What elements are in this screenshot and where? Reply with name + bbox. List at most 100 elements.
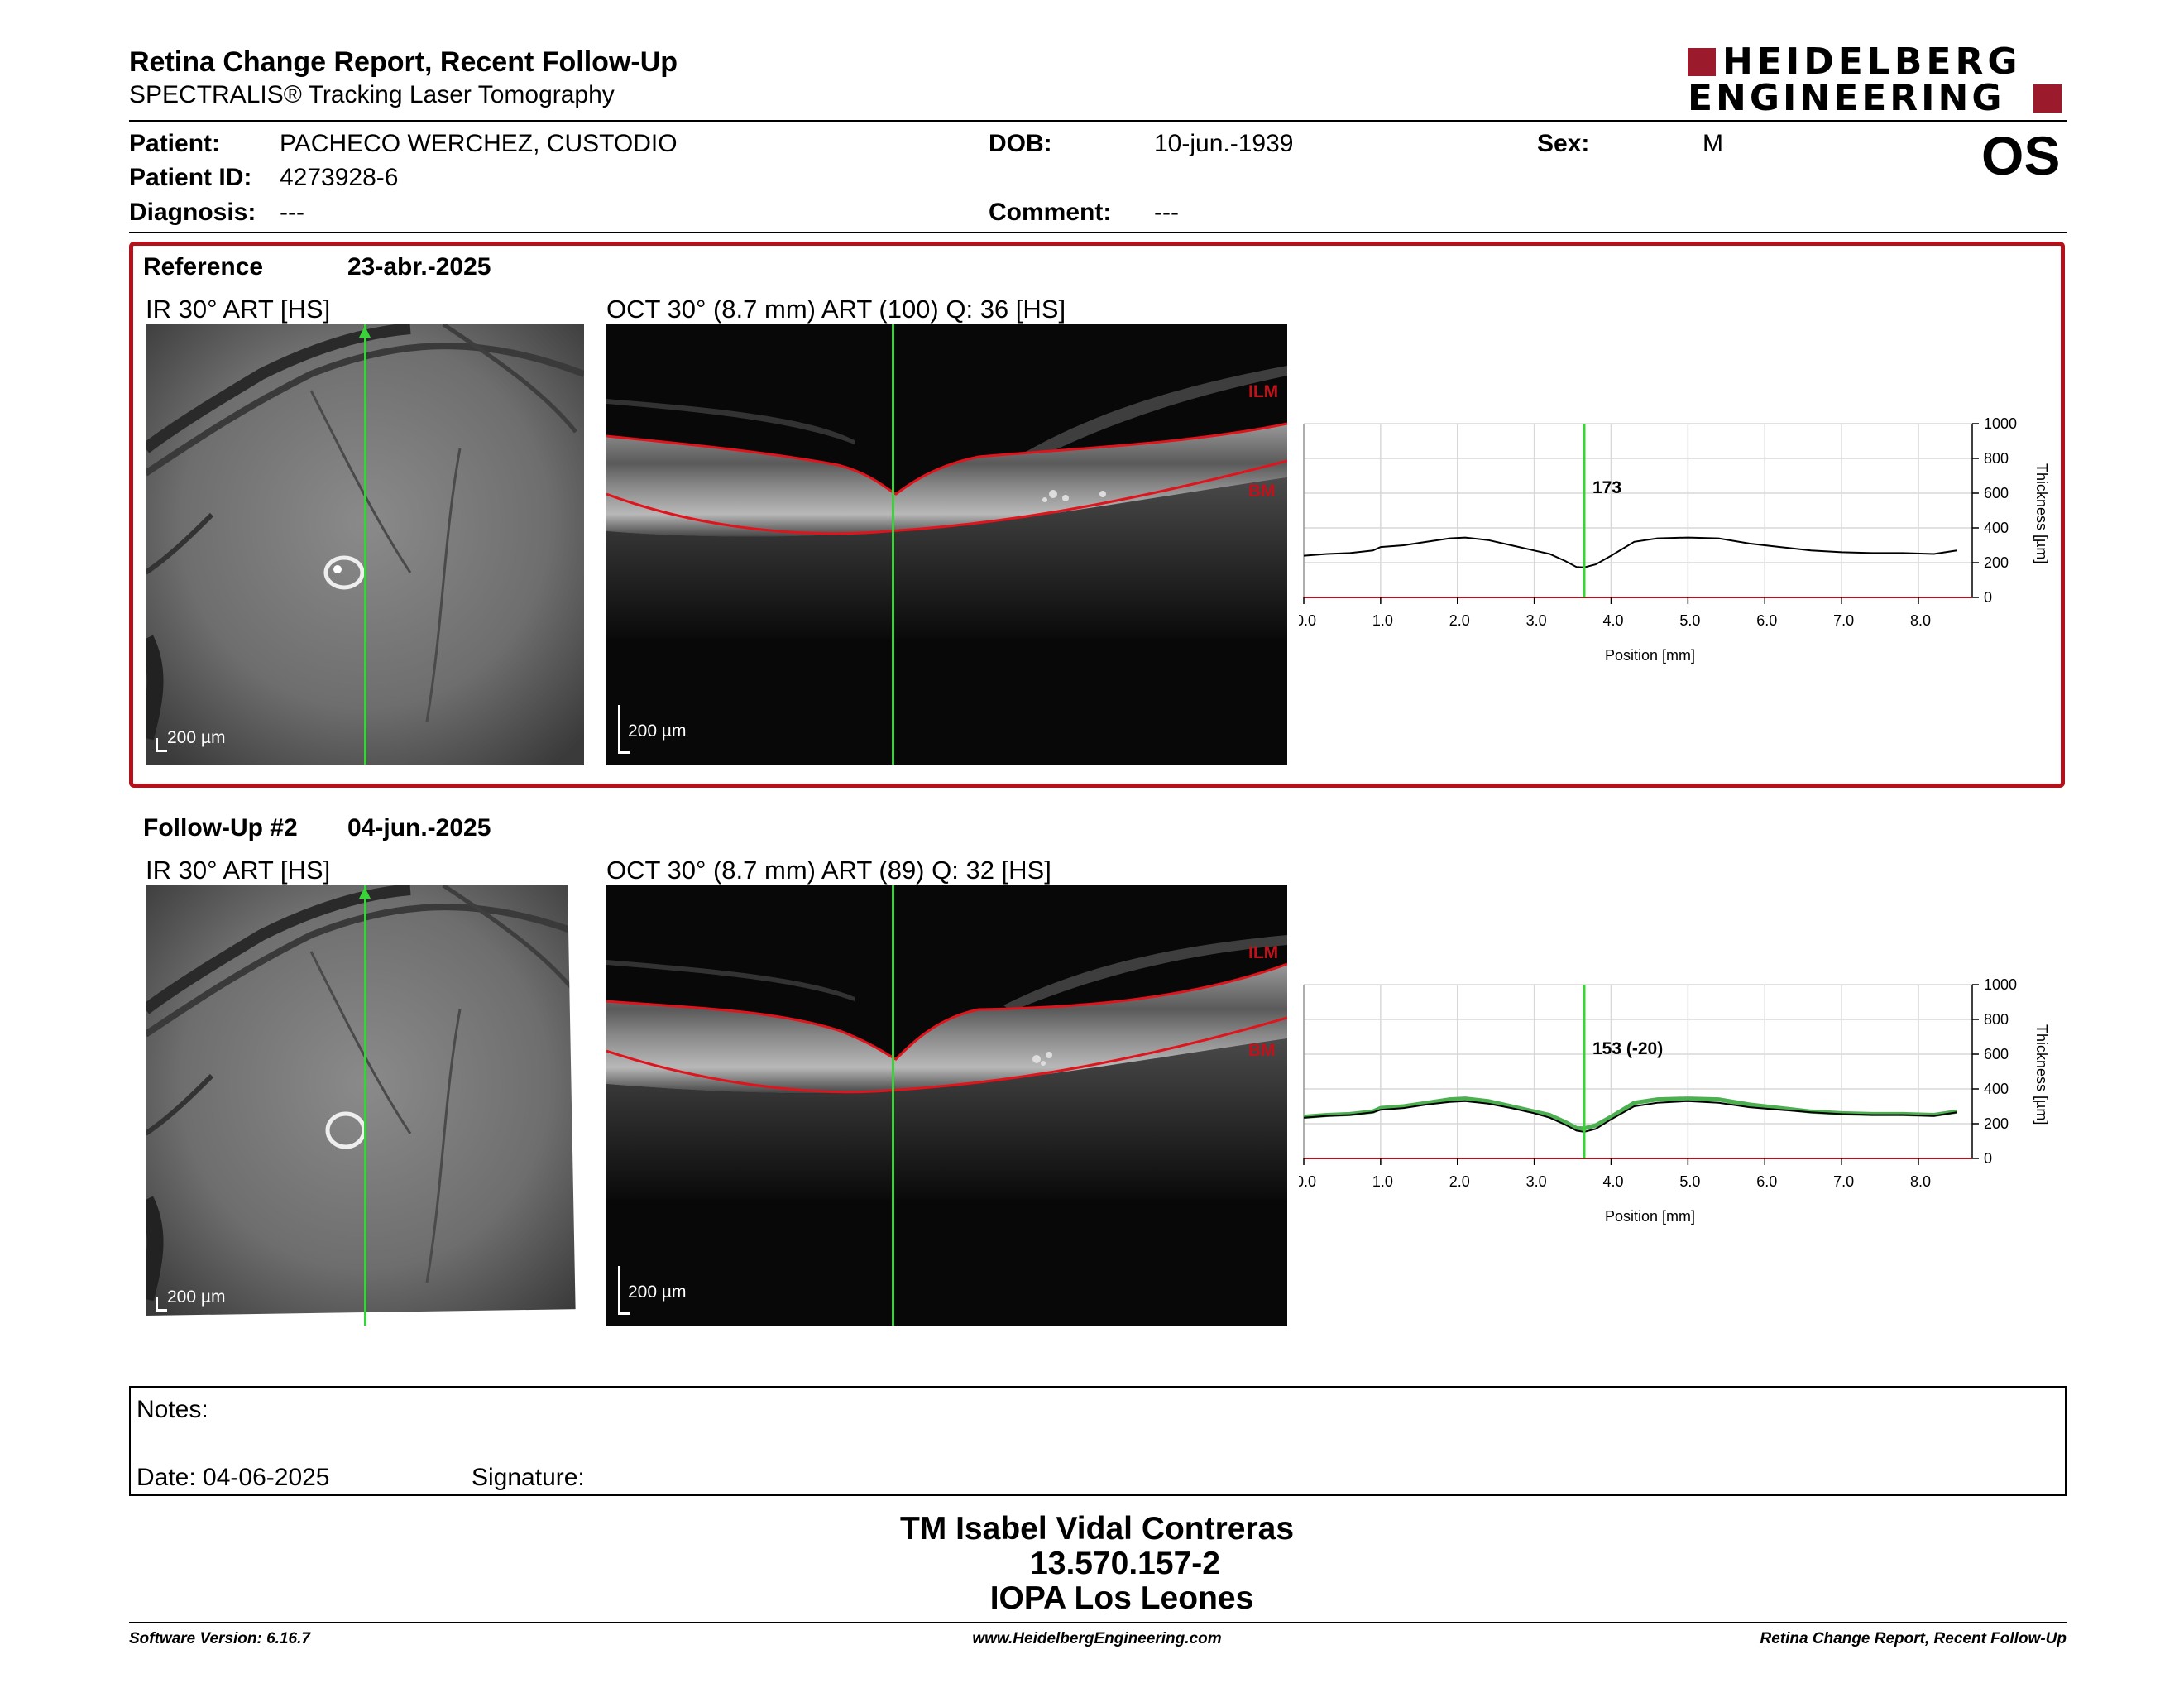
- reference-date: 23-abr.-2025: [347, 253, 491, 281]
- scalebar-label: 200 µm: [167, 1288, 226, 1307]
- logo-engineering-text: ENGINEERING: [1688, 77, 2005, 119]
- sex-label: Sex:: [1537, 130, 1590, 157]
- stamp-id: 13.570.157-2: [1030, 1546, 1220, 1581]
- followup-date: 04-jun.-2025: [347, 814, 491, 842]
- reference-ir-caption: IR 30° ART [HS]: [146, 295, 331, 324]
- y-axis-label: Thickness [µm]: [2033, 1024, 2050, 1125]
- notes-date: Date: 04-06-2025: [136, 1464, 330, 1491]
- x-tick-label: 3.0: [1526, 1173, 1547, 1190]
- followup-ir-image[interactable]: 200 µm: [146, 885, 584, 1326]
- reference-thickness-chart: 0 200 400 600 800 1000 0.0 1.0 2.0 3.0 4.0 5.0 6.0 7.…: [1299, 415, 2050, 664]
- diagnosis-label: Diagnosis:: [129, 199, 256, 226]
- followup-ir-caption: IR 30° ART [HS]: [146, 856, 331, 885]
- scan-line: [364, 324, 366, 765]
- y-tick-label: 400: [1984, 520, 2009, 536]
- sex-value: M: [1703, 130, 1723, 157]
- followup-oct-caption: OCT 30° (8.7 mm) ART (89) Q: 32 [HS]: [606, 856, 1051, 885]
- followup-label: Follow-Up #2: [143, 814, 298, 842]
- y-tick-label: 800: [1984, 450, 2009, 467]
- x-tick-label: 8.0: [1910, 612, 1931, 629]
- dob-label: DOB:: [989, 130, 1052, 157]
- patient-id-label: Patient ID:: [129, 164, 252, 191]
- x-axis-label: Position [mm]: [1605, 647, 1695, 664]
- signature-label: Signature:: [472, 1464, 585, 1491]
- header-divider: [129, 120, 2067, 122]
- scan-direction-arrow-icon: [359, 326, 371, 338]
- x-tick-label: 5.0: [1679, 1173, 1700, 1190]
- scan-position-line: [892, 885, 894, 1326]
- ilm-label: ILM: [1248, 382, 1279, 401]
- y-tick-label: 600: [1984, 485, 2009, 501]
- patient-name: PACHECO WERCHEZ, CUSTODIO: [280, 130, 678, 157]
- reference-frame: [129, 242, 2065, 788]
- x-tick-label: 4.0: [1602, 612, 1623, 629]
- footer-website-link[interactable]: www.HeidelbergEngineering.com: [972, 1630, 1222, 1647]
- logo-square-bottom: [2033, 84, 2062, 113]
- notes-label: Notes:: [136, 1396, 208, 1423]
- scalebar-label: 200 µm: [628, 722, 687, 741]
- scan-direction-arrow-icon: [359, 887, 371, 899]
- y-tick-label: 1000: [1984, 976, 2017, 993]
- y-tick-label: 200: [1984, 554, 2009, 571]
- patient-divider: [129, 232, 2067, 233]
- diagnosis-value: ---: [280, 199, 304, 226]
- oct-bscan-illustration: [606, 324, 1287, 765]
- stamp-name: TM Isabel Vidal Contreras: [899, 1511, 1295, 1547]
- thickness-annotation: 173: [1592, 478, 1621, 497]
- eye-indicator: OS: [1981, 125, 2061, 186]
- x-tick-label: 2.0: [1449, 612, 1470, 629]
- footer-software-version: Software Version: 6.16.7: [129, 1630, 310, 1647]
- logo-square-top: [1688, 48, 1716, 76]
- footer-divider: [129, 1622, 2067, 1623]
- x-tick-label: 1.0: [1372, 612, 1393, 629]
- stamp-clinic: IOPA Los Leones: [989, 1580, 1254, 1616]
- report-subtitle: SPECTRALIS® Tracking Laser Tomography: [129, 81, 615, 108]
- reference-label: Reference: [143, 253, 264, 281]
- y-tick-label: 1000: [1984, 415, 2017, 432]
- y-tick-label: 600: [1984, 1046, 2009, 1062]
- x-tick-label: 4.0: [1602, 1173, 1623, 1190]
- reference-oct-caption: OCT 30° (8.7 mm) ART (100) Q: 36 [HS]: [606, 295, 1066, 324]
- y-tick-label: 800: [1984, 1011, 2009, 1028]
- x-tick-label: 1.0: [1372, 1173, 1393, 1190]
- thickness-annotation: 153 (-20): [1592, 1039, 1663, 1058]
- x-tick-label: 7.0: [1833, 612, 1854, 629]
- notes-box[interactable]: Notes: Date: 04-06-2025 Signature:: [129, 1386, 2067, 1496]
- ilm-label: ILM: [1248, 943, 1279, 962]
- y-tick-label: 400: [1984, 1081, 2009, 1097]
- series-line: [1303, 1100, 1957, 1133]
- followup-thickness-chart: 0 200 400 600 800 1000 0.0 1.0 2.0 3.0 4.0 5.0 6.0 7.…: [1299, 976, 2050, 1225]
- scan-line: [364, 885, 366, 1326]
- x-axis-label: Position [mm]: [1605, 1208, 1695, 1225]
- bm-label: BM: [1248, 482, 1276, 501]
- x-tick-label: 6.0: [1756, 1173, 1777, 1190]
- reference-oct-image[interactable]: ILM BM 200 µm: [606, 324, 1287, 765]
- series-line: [1303, 536, 1957, 568]
- bm-label: BM: [1248, 1041, 1276, 1060]
- heidelberg-logo: HEIDELBERG ENGINEERING: [1688, 43, 2068, 117]
- y-axis-label: Thickness [µm]: [2033, 463, 2050, 563]
- x-tick-label: 0.0: [1299, 1173, 1316, 1190]
- y-tick-label: 200: [1984, 1115, 2009, 1132]
- x-tick-label: 3.0: [1526, 612, 1547, 629]
- logo-heidelberg-text: HEIDELBERG: [1722, 41, 2022, 83]
- scalebar-label: 200 µm: [167, 728, 226, 747]
- x-tick-label: 0.0: [1299, 612, 1316, 629]
- report-title: Retina Change Report, Recent Follow-Up: [129, 46, 678, 78]
- comment-value: ---: [1154, 199, 1179, 226]
- patient-id-value: 4273928-6: [280, 164, 399, 191]
- scan-position-line: [892, 324, 894, 765]
- comment-label: Comment:: [989, 199, 1112, 226]
- x-tick-label: 7.0: [1833, 1173, 1854, 1190]
- followup-oct-image[interactable]: ILM BM 200 µm: [606, 885, 1287, 1326]
- footer-report-name: Retina Change Report, Recent Follow-Up: [1760, 1630, 2067, 1647]
- oct-bscan-illustration: [606, 885, 1287, 1326]
- dob-value: 10-jun.-1939: [1154, 130, 1294, 157]
- y-tick-label: 0: [1984, 1150, 1992, 1167]
- reference-ir-image[interactable]: 200 µm: [146, 324, 584, 765]
- x-tick-label: 5.0: [1679, 612, 1700, 629]
- x-tick-label: 6.0: [1756, 612, 1777, 629]
- y-tick-label: 0: [1984, 589, 1992, 606]
- x-tick-label: 2.0: [1449, 1173, 1470, 1190]
- patient-label: Patient:: [129, 130, 221, 157]
